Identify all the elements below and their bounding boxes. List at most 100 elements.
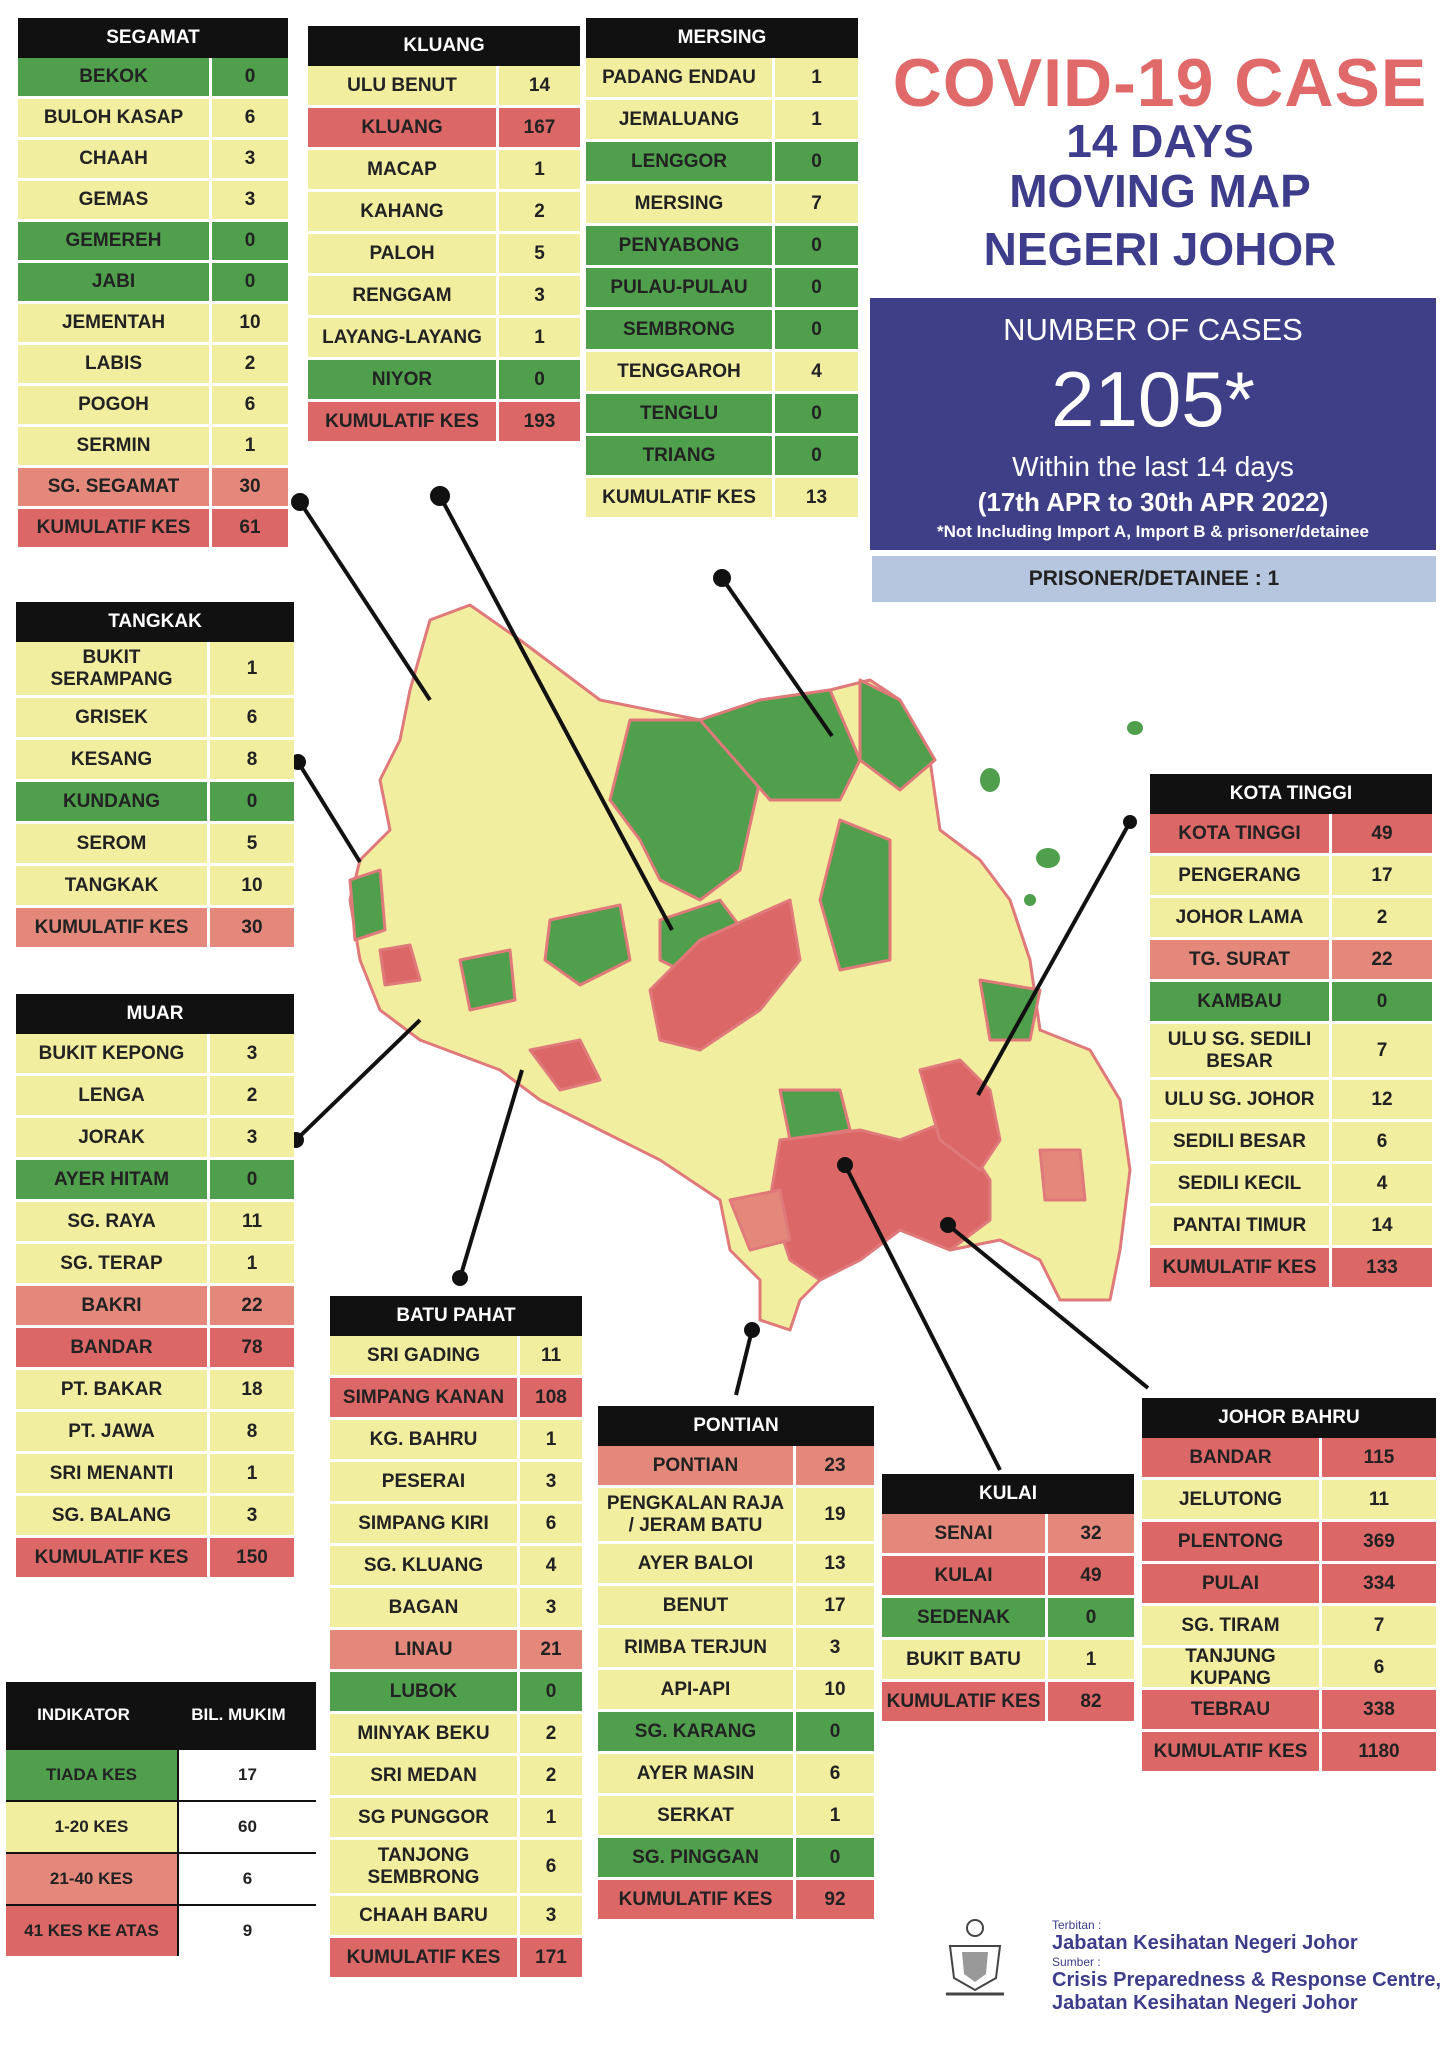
title-line-moving-map: MOVING MAP (1009, 165, 1311, 217)
mukim-row: TENGGAROH 4 (586, 352, 858, 394)
mukim-cases: 22 (241, 1294, 263, 1316)
mukim-cases: 193 (523, 410, 556, 432)
mukim-name: RENGGAM (308, 276, 499, 315)
mukim-row: BULOH KASAP 6 (18, 99, 288, 140)
title-line-negeri-johor: NEGERI JOHOR (983, 223, 1337, 275)
mukim-cases: 6 (246, 706, 258, 728)
mukim-row: KULAI 49 (882, 1556, 1134, 1598)
mukim-row: TRIANG 0 (586, 436, 858, 478)
district-header: MUAR (16, 994, 294, 1034)
mukim-cases: 17 (1371, 864, 1393, 886)
mukim-name: SG. SEGAMAT (18, 468, 212, 506)
mukim-row: PALOH 5 (308, 234, 580, 276)
mukim-cases: 338 (1363, 1698, 1395, 1720)
mukim-name: AYER HITAM (16, 1160, 210, 1199)
mukim-cases: 3 (829, 1636, 841, 1658)
mukim-row: KUMULATIF KES 13 (586, 478, 858, 520)
mukim-cases: 6 (545, 1855, 557, 1877)
mukim-row: JELUTONG 11 (1142, 1480, 1436, 1522)
mukim-name: POGOH (18, 386, 212, 424)
mukim-name: KAMBAU (1150, 982, 1332, 1021)
mukim-cases: 18 (241, 1378, 263, 1400)
leader-kluang (438, 495, 674, 931)
mukim-name: LINAU (330, 1630, 520, 1669)
mukim-name: GEMAS (18, 181, 212, 219)
table-kluang: KLUANG ULU BENUT 14 KLUANG 167 MACAP 1 KAHANG 2 P… (308, 26, 580, 444)
leader-pontian (734, 1329, 754, 1396)
leader-johorbahru (946, 1223, 1150, 1390)
map-region-tg-surat (1038, 1148, 1087, 1202)
mukim-name: TANJONG SEMBRONG (330, 1840, 520, 1893)
jata-crest-icon (946, 1919, 1004, 1996)
mukim-cases: 0 (244, 271, 256, 292)
mukim-name: JEMALUANG (586, 100, 775, 139)
mukim-name: MERSING (586, 184, 775, 223)
map-region-pontian (728, 1188, 792, 1252)
mukim-row: SRI MENANTI 1 (16, 1454, 294, 1496)
mukim-row: SEDENAK 0 (882, 1598, 1134, 1640)
map-region-kambau (978, 978, 1042, 1042)
mukim-row: LENGA 2 (16, 1076, 294, 1118)
mukim-row: MERSING 7 (586, 184, 858, 226)
mukim-row: SG. SEGAMAT 30 (18, 468, 288, 509)
mukim-row: LINAU 21 (330, 1630, 582, 1672)
mukim-name: TENGGAROH (586, 352, 775, 391)
mukim-name: API-API (598, 1670, 796, 1709)
mukim-row: SG. KLUANG 4 (330, 1546, 582, 1588)
mukim-row: SERMIN 1 (18, 427, 288, 468)
mukim-cases: 108 (535, 1386, 567, 1408)
mukim-cases: 49 (1080, 1564, 1102, 1586)
mukim-name: SEDENAK (882, 1598, 1048, 1637)
district-header: TANGKAK (16, 602, 294, 642)
cases-total: 2105* (1051, 355, 1255, 443)
mukim-name: SEDILI KECIL (1150, 1164, 1332, 1203)
mukim-name: TRIANG (586, 436, 775, 475)
mukim-row: SRI MEDAN 2 (330, 1756, 582, 1798)
mukim-cases: 78 (241, 1336, 263, 1358)
mukim-name: SRI MEDAN (330, 1756, 520, 1795)
mukim-row: KG. BAHRU 1 (330, 1420, 582, 1462)
mukim-row: KUMULATIF KES 82 (882, 1682, 1134, 1724)
mukim-name: SIMPANG KANAN (330, 1378, 520, 1417)
mukim-name: BANDAR (16, 1328, 210, 1367)
mukim-row: SEDILI BESAR 6 (1150, 1122, 1432, 1164)
map-region-bandar-muar (378, 943, 422, 987)
mukim-name: LENGA (16, 1076, 210, 1115)
mukim-row: SEDILI KECIL 4 (1150, 1164, 1432, 1206)
mukim-row: SG. PINGGAN 0 (598, 1838, 874, 1880)
mukim-name: KUMULATIF KES (16, 1538, 210, 1577)
mukim-row: SG. BALANG 3 (16, 1496, 294, 1538)
mukim-cases: 0 (545, 1680, 557, 1702)
mukim-cases: 3 (246, 1042, 258, 1064)
mukim-name: PLENTONG (1142, 1522, 1322, 1561)
mukim-row: PT. BAKAR 18 (16, 1370, 294, 1412)
district-header: PONTIAN (598, 1406, 874, 1446)
mukim-row: BUKIT KEPONG 3 (16, 1034, 294, 1076)
mukim-cases: 1 (534, 158, 545, 180)
mukim-cases: 1 (545, 1806, 557, 1828)
mukim-row: KAHANG 2 (308, 192, 580, 234)
mukim-name: SG. KLUANG (330, 1546, 520, 1585)
mukim-name: SEROM (16, 824, 210, 863)
mukim-row: SRI GADING 11 (330, 1336, 582, 1378)
mukim-cases: 7 (1373, 1614, 1385, 1636)
mukim-row: AYER MASIN 6 (598, 1754, 874, 1796)
mukim-name: SG. RAYA (16, 1202, 210, 1241)
mukim-name: KUMULATIF KES (882, 1682, 1048, 1721)
district-header: KOTA TINGGI (1150, 774, 1432, 814)
mukim-row: PANTAI TIMUR 14 (1150, 1206, 1432, 1248)
mukim-row: KUMULATIF KES 150 (16, 1538, 294, 1580)
mukim-cases: 13 (824, 1552, 846, 1574)
mukim-row: TANJUNG KUPANG 6 (1142, 1646, 1436, 1690)
mukim-cases: 3 (244, 148, 256, 169)
mukim-cases: 5 (534, 242, 545, 264)
mukim-row: JEMENTAH 10 (18, 304, 288, 345)
mukim-cases: 3 (545, 1470, 557, 1492)
mukim-row: KUMULATIF KES 1180 (1142, 1732, 1436, 1774)
mukim-cases: 8 (246, 748, 258, 770)
mukim-name: KUMULATIF KES (308, 402, 499, 441)
mukim-row: RIMBA TERJUN 3 (598, 1628, 874, 1670)
mukim-name: KUNDANG (16, 782, 210, 821)
mukim-row: GRISEK 6 (16, 698, 294, 740)
legend-count: 9 (179, 1906, 316, 1956)
